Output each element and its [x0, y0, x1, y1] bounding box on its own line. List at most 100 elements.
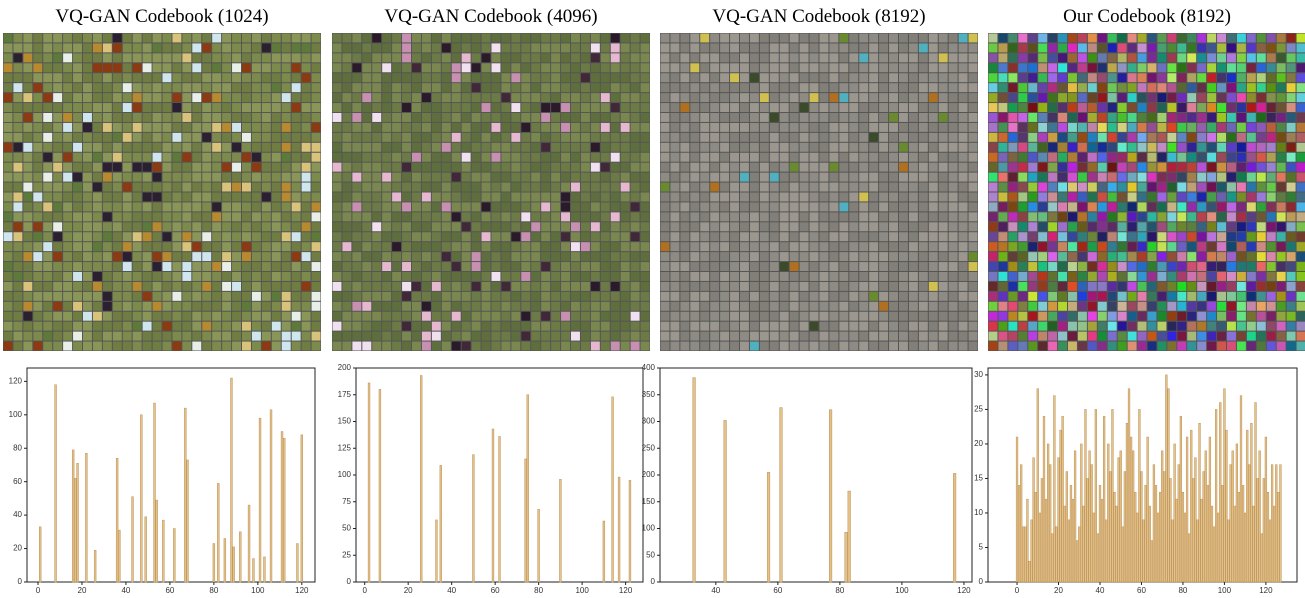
code-cell — [700, 142, 710, 152]
code-cell — [670, 281, 680, 291]
code-cell — [720, 172, 730, 182]
code-cell — [580, 321, 590, 331]
code-cell — [251, 53, 261, 63]
code-cell — [1286, 192, 1296, 202]
bar — [1107, 443, 1110, 583]
code-cell — [311, 301, 321, 311]
code-cell — [1087, 152, 1097, 162]
code-cell — [242, 53, 251, 63]
code-cell — [232, 321, 241, 331]
code-cell — [819, 93, 829, 103]
code-cell — [192, 341, 202, 351]
code-cell — [382, 83, 392, 93]
code-cell — [561, 152, 570, 162]
code-cell — [352, 242, 362, 252]
code-cell — [1008, 252, 1018, 262]
code-cell — [521, 33, 531, 43]
code-cell — [1197, 152, 1207, 162]
code-cell — [869, 291, 879, 301]
code-cell — [1276, 212, 1286, 222]
code-cell — [33, 232, 43, 242]
code-cell — [1048, 272, 1058, 281]
code-cell — [441, 132, 451, 142]
code-cell — [630, 93, 640, 103]
code-cell — [968, 281, 978, 291]
code-cell — [1137, 341, 1147, 351]
code-cell — [720, 162, 730, 172]
code-cell — [600, 122, 610, 132]
code-cell — [342, 152, 352, 162]
code-cell — [899, 232, 908, 242]
code-cell — [779, 132, 789, 142]
code-cell — [779, 291, 789, 301]
code-cell — [740, 202, 749, 212]
code-cell — [749, 301, 759, 311]
code-cell — [481, 73, 491, 83]
code-cell — [531, 113, 541, 122]
code-cell — [918, 152, 928, 162]
bar — [1092, 512, 1095, 583]
code-cell — [332, 281, 342, 291]
code-cell — [1068, 103, 1077, 112]
code-cell — [1217, 43, 1226, 53]
bar — [217, 483, 220, 583]
code-cell — [1077, 222, 1087, 232]
code-cell — [1296, 53, 1305, 63]
code-cell — [491, 43, 501, 53]
code-cell — [352, 33, 362, 43]
code-cell — [332, 192, 342, 202]
code-cell — [1266, 43, 1276, 53]
code-cell — [392, 83, 402, 93]
bar — [118, 529, 121, 583]
code-cell — [1286, 331, 1296, 341]
code-cell — [1038, 272, 1048, 281]
code-cell — [839, 331, 849, 341]
code-cell — [23, 321, 33, 331]
code-cell — [511, 192, 521, 202]
code-cell — [690, 53, 700, 63]
code-cell — [23, 83, 33, 93]
code-cell — [1048, 212, 1058, 222]
code-cell — [1137, 132, 1147, 142]
code-cell — [112, 272, 122, 281]
code-cell — [899, 103, 908, 112]
code-cell — [789, 232, 799, 242]
code-cell — [122, 222, 132, 232]
code-cell — [501, 122, 511, 132]
code-cell — [1008, 232, 1018, 242]
code-cell — [630, 43, 640, 53]
code-cell — [261, 53, 271, 63]
code-cell — [1157, 73, 1167, 83]
code-cell — [271, 202, 281, 212]
code-cell — [988, 321, 998, 331]
code-cell — [53, 262, 63, 271]
code-cell — [392, 73, 402, 83]
code-cell — [431, 252, 441, 262]
code-cell — [809, 73, 819, 83]
bar — [1103, 416, 1106, 583]
code-cell — [541, 252, 551, 262]
code-cell — [928, 73, 938, 83]
code-cell — [352, 341, 362, 351]
code-cell — [998, 242, 1008, 252]
code-cell — [859, 122, 869, 132]
code-cell — [92, 93, 102, 103]
bar — [1177, 464, 1180, 583]
code-cell — [142, 113, 152, 122]
code-cell — [392, 321, 402, 331]
code-cell — [1028, 252, 1038, 262]
code-cell — [511, 93, 521, 103]
code-cell — [938, 331, 948, 341]
code-cell — [918, 291, 928, 301]
code-cell — [730, 281, 739, 291]
code-cell — [1256, 122, 1266, 132]
code-cell — [73, 83, 82, 93]
code-cell — [670, 222, 680, 232]
code-cell — [660, 232, 670, 242]
code-cell — [561, 281, 570, 291]
code-cell — [1207, 212, 1217, 222]
code-cell — [1276, 202, 1286, 212]
code-cell — [809, 301, 819, 311]
code-cell — [640, 113, 650, 122]
code-cell — [680, 252, 690, 262]
